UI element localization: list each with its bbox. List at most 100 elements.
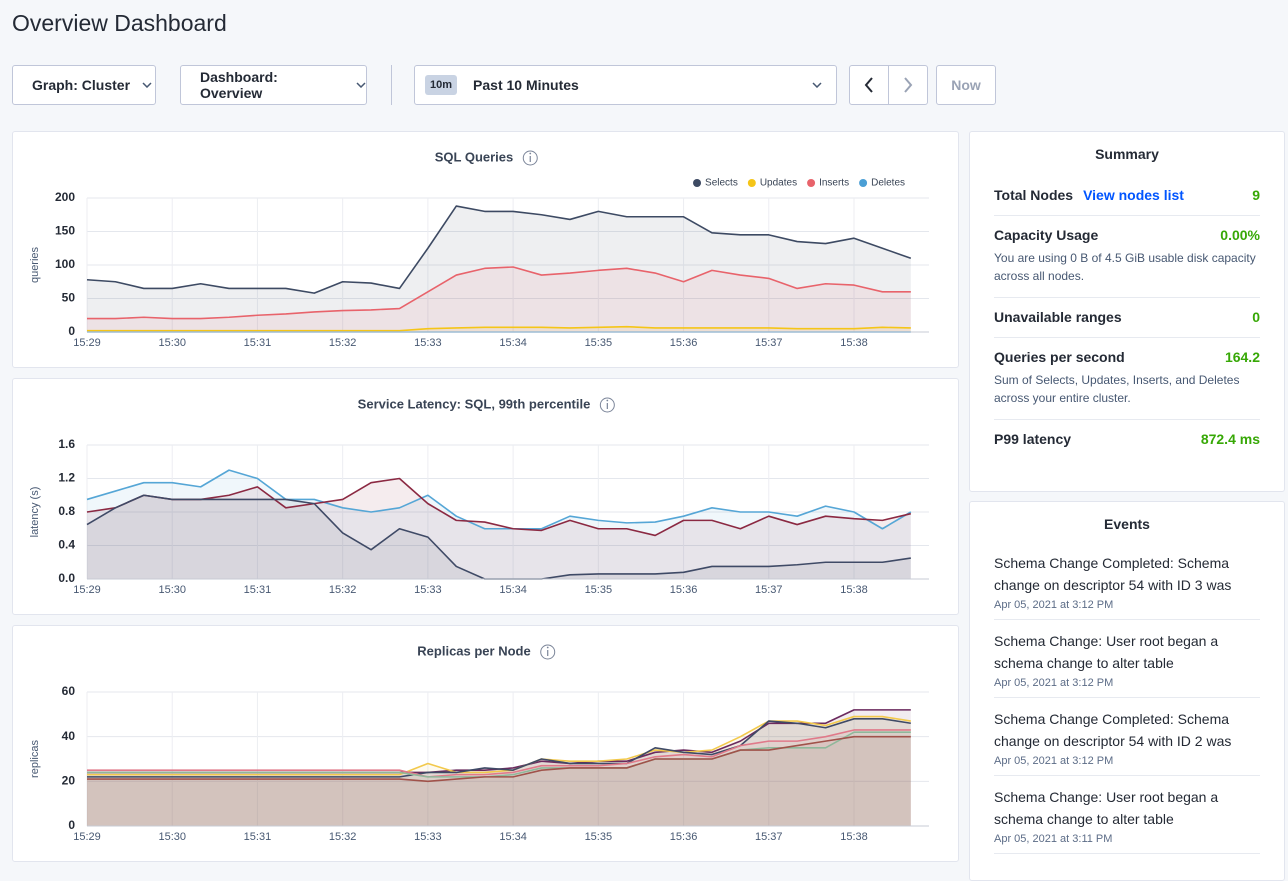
y-axis-label: replicas [29,740,41,778]
summary-row: Unavailable ranges 0 [994,298,1260,338]
summary-label: Capacity Usage [994,227,1099,243]
x-tick-label: 15:35 [585,337,613,349]
event-item[interactable]: Schema Change: User root began a schema … [994,776,1260,854]
summary-title: Summary [1095,146,1159,162]
time-range-label: Past 10 Minutes [473,77,579,93]
summary-label: Unavailable ranges [994,309,1122,325]
event-title: Schema Change: User root began a schema … [994,789,1219,827]
x-tick-label: 15:36 [670,337,698,349]
series-area [87,718,911,826]
y-tick-label: 60 [62,684,76,698]
time-range-dropdown[interactable]: 10m Past 10 Minutes [414,65,837,105]
x-tick-label: 15:34 [499,831,527,843]
x-tick-label: 15:32 [329,584,357,596]
x-tick-label: 15:38 [840,337,868,349]
event-item[interactable]: Schema Change Completed: Schema change o… [994,542,1260,620]
event-item[interactable]: Schema Change: User root began a schema … [994,620,1260,698]
chevron-left [864,77,873,93]
dashboard-dropdown[interactable]: Dashboard: Overview [180,65,367,105]
chart-panel: Replicas per Node replicas 0 20 40 60 15:29 15:… [12,625,959,862]
event-item[interactable]: Schema Change Completed: Schema change o… [994,698,1260,776]
chevron-right [904,77,913,93]
summary-row: Capacity Usage 0.00% You are using 0 B of … [994,216,1260,298]
series-area [87,716,911,826]
series-area [87,206,911,332]
nodes-link[interactable]: View nodes list [1083,187,1184,203]
divider [391,65,392,105]
chevron-down [142,82,152,88]
y-tick-label: 0 [68,818,75,832]
chart: Replicas per Node replicas 0 20 40 60 15:29 15:… [29,643,929,843]
summary-row: Total Nodes View nodes list 9 [994,176,1260,216]
y-tick-label: 1.2 [58,471,75,485]
y-tick-label: 100 [55,257,75,271]
x-tick-label: 15:34 [499,584,527,596]
series-area [87,495,911,579]
y-tick-label: 20 [62,774,76,788]
y-tick-label: 0.0 [58,571,75,585]
graph-label: Graph: Cluster [32,77,131,93]
summary-value: 872.4 ms [1200,431,1260,447]
legend-swatch [807,179,816,187]
summary-label: P99 latency [994,431,1072,447]
chart-panel: Service Latency: SQL, 99th percentile lat… [12,378,959,615]
y-tick-label: 1.6 [58,437,75,451]
summary-row-head: Total Nodes View nodes list 9 [994,187,1260,203]
series-line [87,718,911,778]
x-tick-label: 15:38 [840,584,868,596]
x-tick-label: 15:34 [499,337,527,349]
series-area [87,736,911,826]
summary-list: Total Nodes View nodes list 9 Capacity Usag… [994,176,1260,459]
y-tick-label: 200 [55,190,75,204]
x-tick-label: 15:37 [755,584,783,596]
series-area [87,732,911,826]
summary-label: Total Nodes [994,187,1074,203]
summary-row-head: Unavailable ranges 0 [994,309,1260,325]
summary-value: 0 [1252,309,1260,325]
legend-label: Deletes [871,178,905,189]
summary-row: Queries per second 164.2 Sum of Selects, U… [994,338,1260,420]
info-icon-dot [546,646,549,649]
events-panel: Events Schema Change Completed: Schema c… [969,501,1285,881]
series-line [86,469,912,530]
series-line [87,325,911,332]
x-tick-label: 15:36 [670,584,698,596]
chart-panel: SQL Queries queries 0 50 100 150 200 15:29 15:30… [12,131,959,368]
chart: SQL Queries queries 0 50 100 150 200 15:29 15:30… [29,149,929,349]
now-button[interactable]: Now [936,65,996,105]
event-title: Schema Change: User root began a schema … [994,633,1219,671]
chevron-down [356,82,366,88]
info-icon-dot [606,399,609,402]
event-title: Schema Change Completed: Schema change o… [994,555,1232,593]
series-line [87,729,911,778]
summary-row-head: Capacity Usage 0.00% [994,227,1260,243]
x-tick-label: 15:36 [670,831,698,843]
x-tick-label: 15:31 [244,831,272,843]
series-line [87,731,911,778]
info-icon [540,644,556,660]
prev-button[interactable] [849,65,889,105]
series-area [87,709,911,826]
x-tick-label: 15:35 [585,831,613,843]
graph-dropdown[interactable]: Graph: Cluster [12,65,156,105]
x-tick-label: 15:38 [840,831,868,843]
y-tick-label: 50 [62,291,76,305]
next-button[interactable] [888,65,928,105]
info-icon [599,397,615,413]
y-tick-label: 150 [55,224,75,238]
summary-value: 9 [1252,187,1260,203]
series-line [87,735,911,783]
page-title: Overview Dashboard [12,10,227,36]
x-tick-label: 15:37 [755,337,783,349]
y-tick-label: 0 [68,324,75,338]
summary-description: You are using 0 B of 4.5 GiB usable disk… [994,251,1256,283]
chart-title: SQL Queries [435,149,514,164]
x-tick-label: 15:35 [585,584,613,596]
x-tick-label: 15:33 [414,337,442,349]
summary-row: P99 latency 872.4 ms [994,420,1260,459]
x-tick-label: 15:30 [158,584,186,596]
chevron-down [812,82,822,88]
event-date: Apr 05, 2021 at 3:11 PM [994,833,1113,845]
